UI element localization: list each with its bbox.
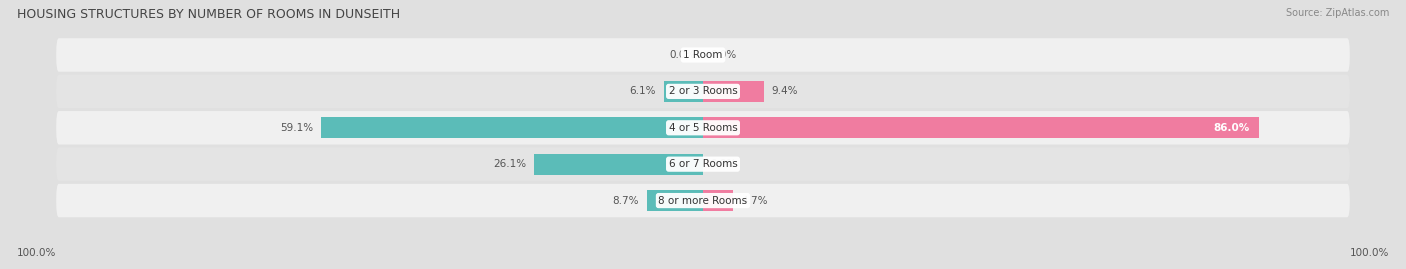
Text: 100.0%: 100.0%: [17, 248, 56, 258]
Text: 4.7%: 4.7%: [741, 196, 768, 206]
Text: 8.7%: 8.7%: [613, 196, 638, 206]
Text: 6.1%: 6.1%: [630, 86, 655, 96]
Bar: [321, 117, 703, 138]
Bar: [647, 190, 703, 211]
Text: 59.1%: 59.1%: [280, 123, 314, 133]
Bar: [534, 154, 703, 175]
Text: 6 or 7 Rooms: 6 or 7 Rooms: [669, 159, 737, 169]
Text: 0.0%: 0.0%: [711, 159, 737, 169]
FancyBboxPatch shape: [56, 147, 1350, 181]
FancyBboxPatch shape: [56, 38, 1350, 72]
Bar: [703, 81, 763, 102]
Text: 0.0%: 0.0%: [711, 50, 737, 60]
Text: 100.0%: 100.0%: [1350, 248, 1389, 258]
Text: 0.0%: 0.0%: [669, 50, 695, 60]
FancyBboxPatch shape: [56, 111, 1350, 144]
FancyBboxPatch shape: [56, 75, 1350, 108]
Bar: [703, 190, 734, 211]
Bar: [664, 81, 703, 102]
Text: 86.0%: 86.0%: [1213, 123, 1250, 133]
Text: Source: ZipAtlas.com: Source: ZipAtlas.com: [1285, 8, 1389, 18]
Text: 8 or more Rooms: 8 or more Rooms: [658, 196, 748, 206]
Text: 9.4%: 9.4%: [772, 86, 799, 96]
FancyBboxPatch shape: [56, 184, 1350, 217]
Text: HOUSING STRUCTURES BY NUMBER OF ROOMS IN DUNSEITH: HOUSING STRUCTURES BY NUMBER OF ROOMS IN…: [17, 8, 399, 21]
Text: 1 Room: 1 Room: [683, 50, 723, 60]
Text: 4 or 5 Rooms: 4 or 5 Rooms: [669, 123, 737, 133]
Text: 26.1%: 26.1%: [494, 159, 526, 169]
Bar: [703, 117, 1260, 138]
Text: 2 or 3 Rooms: 2 or 3 Rooms: [669, 86, 737, 96]
